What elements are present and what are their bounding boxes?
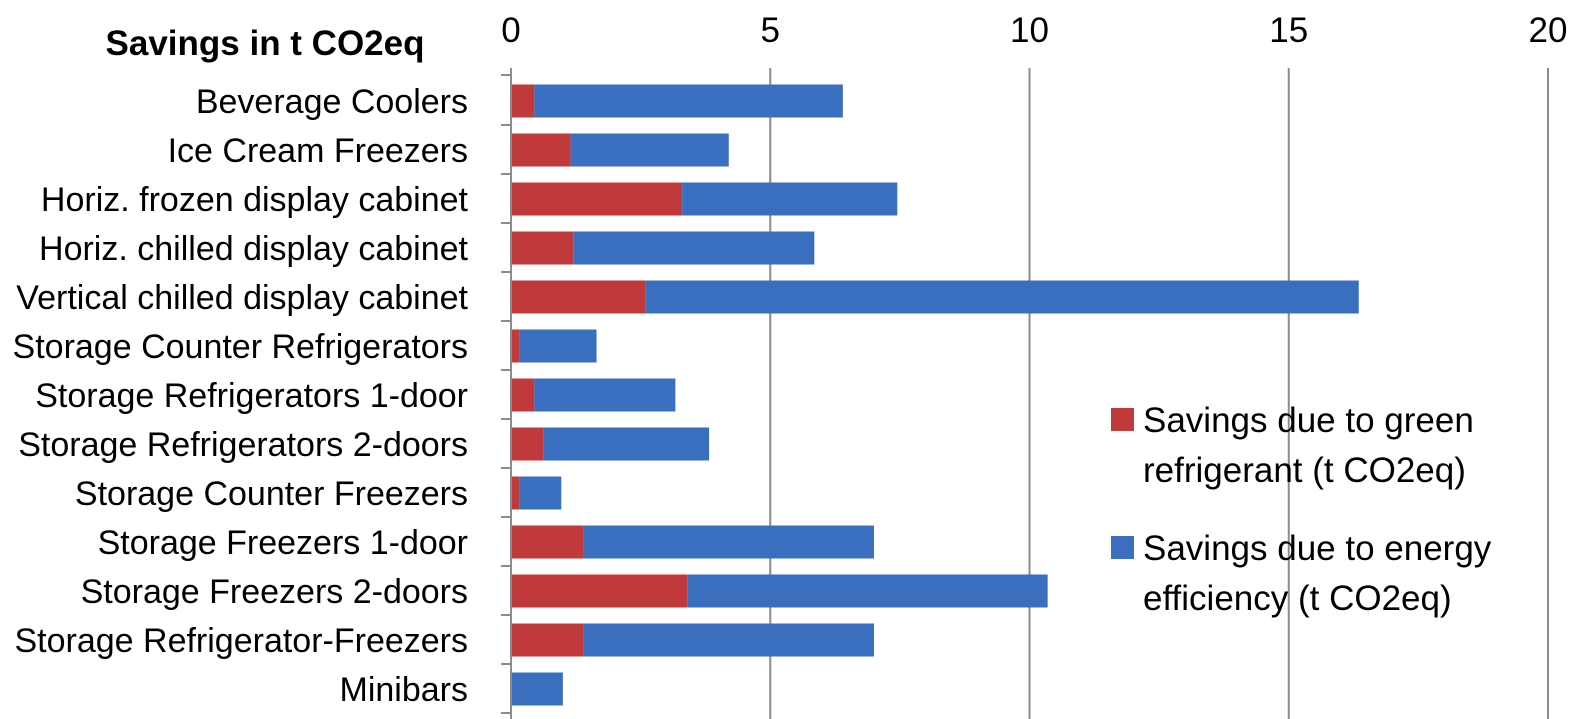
- bar-energy-efficiency: [534, 84, 843, 118]
- x-tick-label: 20: [1529, 11, 1568, 50]
- bar-energy-efficiency: [573, 231, 815, 265]
- bar-energy-efficiency: [519, 476, 562, 510]
- bar-green-refrigerant: [511, 427, 544, 461]
- bar-green-refrigerant: [511, 476, 520, 510]
- bar-green-refrigerant: [511, 378, 535, 412]
- x-tick-label: 0: [501, 11, 520, 50]
- bar-green-refrigerant: [511, 574, 688, 608]
- category-label: Storage Counter Refrigerators: [13, 328, 468, 366]
- legend-label: efficiency (t CO2eq): [1143, 579, 1452, 618]
- x-tick-label: 5: [761, 11, 780, 50]
- category-label: Storage Refrigerators 2-doors: [18, 426, 468, 464]
- x-tick-labels: 0 5 10 15 20: [501, 11, 1567, 50]
- category-labels: Beverage Coolers Ice Cream Freezers Horiz.…: [13, 83, 469, 709]
- category-label: Minibars: [340, 671, 468, 709]
- bars-group: [511, 84, 1359, 706]
- bar-energy-efficiency: [687, 574, 1048, 608]
- legend-swatch: [1111, 536, 1134, 559]
- legend-label: Savings due to energy: [1143, 529, 1492, 568]
- bar-energy-efficiency: [543, 427, 710, 461]
- x-tick-label: 15: [1269, 11, 1308, 50]
- bar-energy-efficiency: [519, 329, 597, 363]
- category-label: Horiz. chilled display cabinet: [39, 230, 469, 268]
- category-label: Storage Refrigerator-Freezers: [14, 622, 468, 660]
- legend-label: Savings due to green: [1143, 401, 1474, 440]
- legend-swatch: [1111, 408, 1134, 431]
- category-label: Storage Refrigerators 1-door: [35, 377, 468, 415]
- chart-title: Savings in t CO2eq: [106, 24, 425, 63]
- bar-green-refrigerant: [511, 329, 520, 363]
- category-label: Storage Counter Freezers: [75, 475, 468, 513]
- category-label: Beverage Coolers: [196, 83, 468, 121]
- bar-green-refrigerant: [511, 525, 584, 559]
- bar-green-refrigerant: [511, 231, 574, 265]
- category-label: Ice Cream Freezers: [168, 132, 468, 170]
- legend: Savings due to green refrigerant (t CO2eq…: [1111, 401, 1492, 618]
- category-label: Horiz. frozen display cabinet: [41, 181, 469, 219]
- bar-energy-efficiency: [511, 672, 563, 706]
- bar-energy-efficiency: [570, 133, 729, 167]
- bar-green-refrigerant: [511, 623, 584, 657]
- category-label: Storage Freezers 1-door: [98, 524, 468, 562]
- bar-green-refrigerant: [511, 84, 535, 118]
- bar-energy-efficiency: [583, 623, 874, 657]
- bar-energy-efficiency: [583, 525, 874, 559]
- bar-green-refrigerant: [511, 182, 683, 216]
- category-label: Storage Freezers 2-doors: [81, 573, 468, 611]
- bar-energy-efficiency: [534, 378, 676, 412]
- gridlines: [769, 68, 1549, 719]
- bar-green-refrigerant: [511, 280, 646, 314]
- bar-energy-efficiency: [682, 182, 898, 216]
- x-tick-label: 10: [1010, 11, 1049, 50]
- bar-green-refrigerant: [511, 133, 571, 167]
- bar-energy-efficiency: [645, 280, 1359, 314]
- legend-label: refrigerant (t CO2eq): [1143, 451, 1466, 490]
- axes: [501, 68, 512, 719]
- category-label: Vertical chilled display cabinet: [16, 279, 468, 317]
